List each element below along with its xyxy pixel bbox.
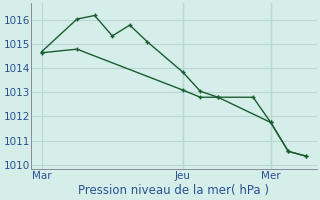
X-axis label: Pression niveau de la mer( hPa ): Pression niveau de la mer( hPa ) [78,184,269,197]
